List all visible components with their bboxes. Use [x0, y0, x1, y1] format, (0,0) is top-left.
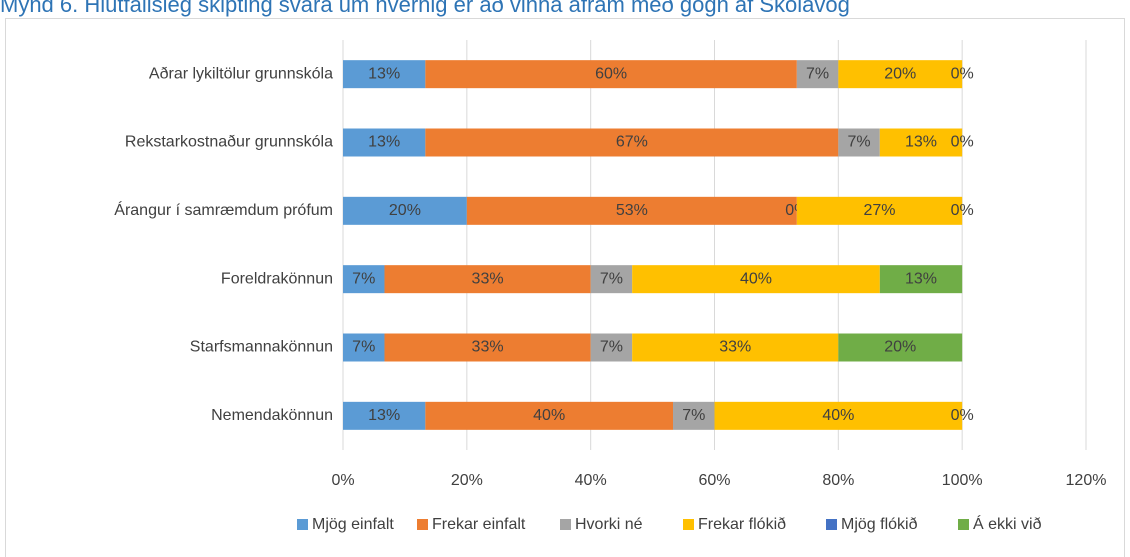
data-label: 53%	[616, 202, 648, 219]
bar-segment	[879, 128, 963, 157]
bar-segment	[343, 265, 385, 294]
bar-segment	[838, 128, 880, 157]
x-tick-label: 0%	[331, 472, 354, 489]
bar-segment	[838, 333, 963, 362]
data-label: 13%	[905, 134, 937, 151]
data-label: 40%	[740, 270, 772, 287]
data-label: 33%	[719, 339, 751, 356]
data-label: 13%	[368, 65, 400, 82]
data-label: 7%	[600, 270, 623, 287]
data-label: 67%	[616, 134, 648, 151]
y-tick-label: Foreldrakönnun	[221, 270, 333, 287]
data-label: 7%	[352, 270, 375, 287]
data-label: 20%	[884, 65, 916, 82]
data-label: 13%	[905, 270, 937, 287]
y-tick-label: Rekstarkostnaður grunnskóla	[125, 134, 333, 151]
data-label: 0%	[951, 407, 974, 424]
data-label: 7%	[848, 134, 871, 151]
data-label: 7%	[682, 407, 705, 424]
x-tick-label: 80%	[822, 472, 854, 489]
chart-title: Mynd 6. Hlutfallsleg skipting svara um h…	[0, 0, 850, 17]
x-tick-label: 120%	[1066, 472, 1107, 489]
bar-segment	[343, 128, 426, 157]
data-label: 7%	[352, 339, 375, 356]
bar-segment	[425, 401, 674, 430]
bar-segment	[343, 196, 467, 225]
legend-swatch	[958, 519, 969, 530]
legend-swatch	[297, 519, 308, 530]
legend-swatch	[417, 519, 428, 530]
x-tick-label: 20%	[451, 472, 483, 489]
y-tick-label: Árangur í samræmdum prófum	[114, 200, 333, 219]
bar-segment	[590, 265, 633, 294]
data-label: 27%	[863, 202, 895, 219]
bar-segment	[425, 60, 797, 89]
data-label: 13%	[368, 407, 400, 424]
y-tick-label: Nemendakönnun	[211, 407, 333, 424]
data-label: 33%	[472, 270, 504, 287]
bar-segment	[632, 333, 839, 362]
data-label: 20%	[884, 339, 916, 356]
bar-segment	[796, 60, 839, 89]
bar-segment	[879, 265, 963, 294]
data-label: 33%	[472, 339, 504, 356]
x-tick-label: 100%	[942, 472, 983, 489]
bar-segment	[590, 333, 633, 362]
data-label: 7%	[600, 339, 623, 356]
legend-label: Frekar einfalt	[432, 516, 526, 533]
y-tick-label: Starfsmannakönnun	[190, 339, 333, 356]
bar-segment	[838, 60, 963, 89]
legend-label: Hvorki né	[575, 516, 643, 533]
data-label: 40%	[533, 407, 565, 424]
legend-label: Frekar flókið	[698, 516, 786, 533]
data-label: 20%	[389, 202, 421, 219]
bar-segment	[425, 128, 839, 157]
bar-segment	[343, 60, 426, 89]
legend-swatch	[683, 519, 694, 530]
data-label: 60%	[595, 65, 627, 82]
bar-segment	[466, 196, 797, 225]
bar-segment	[632, 265, 880, 294]
bar-segment	[673, 401, 715, 430]
bar-segment	[384, 265, 591, 294]
x-tick-label: 40%	[575, 472, 607, 489]
x-tick-label: 60%	[698, 472, 730, 489]
bar-segment	[714, 401, 963, 430]
bar-segment	[796, 196, 963, 225]
legend-label: Mjög flókið	[841, 516, 918, 533]
data-label: 13%	[368, 134, 400, 151]
legend-label: Mjög einfalt	[312, 516, 394, 533]
legend-swatch	[560, 519, 571, 530]
y-tick-label: Aðrar lykiltölur grunnskóla	[149, 65, 333, 82]
bar-segment	[384, 333, 591, 362]
legend-label: Á ekki við	[973, 514, 1042, 533]
legend-swatch	[826, 519, 837, 530]
chart-frame	[5, 18, 1125, 557]
data-label: 0%	[951, 134, 974, 151]
data-label: 40%	[822, 407, 854, 424]
bar-segment	[343, 401, 426, 430]
data-label: 0%	[951, 65, 974, 82]
data-label: 7%	[806, 65, 829, 82]
data-label: 0%	[951, 202, 974, 219]
bar-segment	[343, 333, 385, 362]
